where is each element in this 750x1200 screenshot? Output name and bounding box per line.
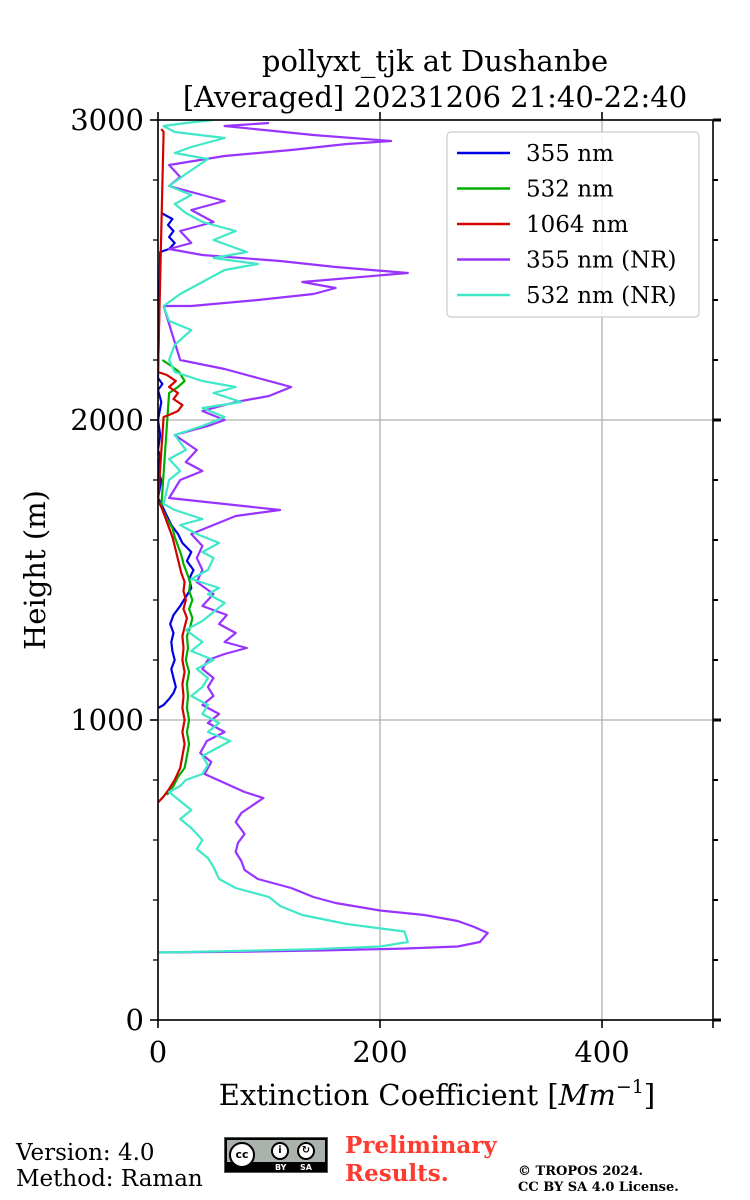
attribution-icon: i — [271, 1142, 289, 1160]
series-line — [158, 121, 489, 954]
series-line — [158, 128, 188, 804]
legend-label: 532 nm — [526, 177, 614, 203]
series-line — [158, 120, 409, 954]
version-text: Version: 4.0 — [16, 1140, 155, 1166]
chart-title-line1: pollyxt_tjk at Dushanbe — [262, 44, 608, 79]
preliminary-line2: Results. — [345, 1160, 449, 1187]
x-tick-label: 0 — [149, 1035, 167, 1069]
x-axis-label: Extinction Coefficient [Mm−1] — [219, 1076, 655, 1112]
share-alike-icon: ↻ — [297, 1142, 315, 1160]
legend-label: 1064 nm — [526, 212, 629, 238]
legend: 355 nm 532 nm 1064 nm 355 nm (NR) 532 nm (NR… — [446, 131, 700, 318]
cc-logo-icon: cc — [229, 1142, 255, 1168]
y-tick-label: 0 — [126, 1003, 144, 1037]
x-axis-label-text: Extinction Coefficient [ — [219, 1078, 559, 1112]
legend-label: 355 nm — [526, 141, 614, 167]
copyright-note: © TROPOS 2024. CC BY SA 4.0 License. — [518, 1164, 679, 1196]
legend-label: 355 nm (NR) — [526, 248, 677, 274]
y-tick-label: 1000 — [70, 703, 144, 737]
copyright-line1: © TROPOS 2024. — [518, 1164, 644, 1179]
x-axis-label-unit: Mm — [558, 1078, 616, 1112]
y-tick-labels: 0 1000 2000 3000 — [70, 103, 144, 1037]
sa-label: SA — [300, 1163, 312, 1172]
legend-box — [446, 131, 700, 318]
x-tick-label: 200 — [352, 1035, 407, 1069]
footer-info: Version: 4.0 Method: Raman — [16, 1140, 203, 1192]
chart-title-line2: [Averaged] 20231206 21:40-22:40 — [183, 80, 687, 114]
x-tick-label: 400 — [574, 1035, 629, 1069]
legend-label: 532 nm (NR) — [526, 283, 677, 309]
cc-license-badge: cc i ↻ BY SA — [224, 1137, 328, 1173]
plot-frame — [157, 119, 714, 1021]
y-axis-label: Height (m) — [18, 490, 52, 650]
x-axis-label-close: ] — [644, 1078, 655, 1112]
preliminary-line1: Preliminary — [345, 1132, 497, 1159]
y-tick-label: 2000 — [70, 403, 144, 437]
series-line — [160, 359, 194, 796]
by-label: BY — [275, 1163, 287, 1172]
x-tick-labels: 0 200 400 — [149, 1035, 630, 1069]
axis-ticks — [150, 112, 721, 1028]
preliminary-results-note: Preliminary Results. — [345, 1132, 515, 1188]
x-axis-label-exponent: −1 — [616, 1076, 644, 1098]
y-tick-label: 3000 — [70, 103, 144, 137]
method-text: Method: Raman — [16, 1166, 203, 1192]
series-layer — [158, 120, 489, 954]
copyright-line2: CC BY SA 4.0 License. — [518, 1180, 679, 1195]
